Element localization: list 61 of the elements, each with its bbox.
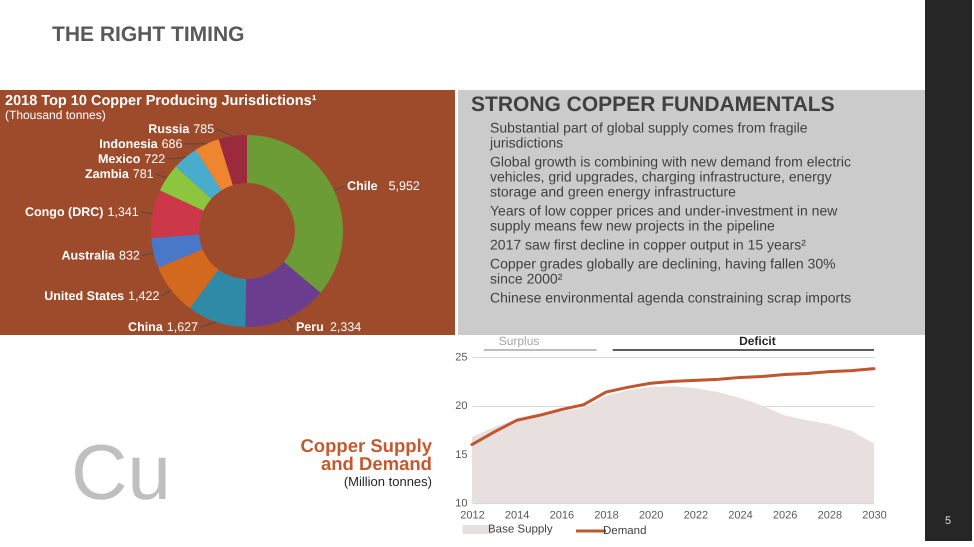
donut-slice xyxy=(158,249,218,308)
x-tick-label: 2012 xyxy=(460,510,485,522)
x-tick-label: 2020 xyxy=(638,510,664,522)
text: Deficit xyxy=(739,334,776,348)
x-tick-label: 2022 xyxy=(684,510,708,522)
data-label: 785 xyxy=(193,122,214,136)
y-tick-label: 25 xyxy=(455,352,468,364)
slice-label: Indonesia xyxy=(99,137,159,151)
x-tick-label: 2026 xyxy=(772,510,798,522)
slice-label: Congo (DRC) xyxy=(25,204,104,219)
y-tick-label: 20 xyxy=(455,400,468,412)
donut-slice xyxy=(176,150,222,199)
text: THE RIGHT TIMING xyxy=(52,23,244,46)
y-tick-label: 10 xyxy=(455,498,468,510)
text: Surplus xyxy=(498,334,540,348)
slice-label: China xyxy=(128,320,164,334)
text: Substantial part of global supply comes from fragile jurisdictions xyxy=(489,120,808,150)
donut-slice xyxy=(196,139,233,190)
data-label: 2,334 xyxy=(330,320,362,334)
donut-slice xyxy=(218,135,247,186)
x-tick-label: 2014 xyxy=(504,510,530,522)
y-tick-label: 15 xyxy=(455,448,468,461)
donut-slice xyxy=(247,135,343,293)
slice-label: Peru xyxy=(296,320,324,334)
data-label: 722 xyxy=(144,152,166,166)
chart-title: 2018 Top 10 Copper Producing Jurisdictions¹ xyxy=(5,93,317,109)
data-label: 1,341 xyxy=(107,204,139,219)
data-label: 1,627 xyxy=(166,320,198,334)
legend-label: Base Supply xyxy=(488,524,553,536)
x-tick-label: 2028 xyxy=(818,510,842,522)
x-tick-label: 2030 xyxy=(862,510,887,522)
text: 2017 saw first decline in copper output in 15 years² xyxy=(490,236,806,252)
data-label: 781 xyxy=(132,167,154,181)
text: STRONG COPPER FUNDAMENTALS xyxy=(471,93,835,116)
x-tick-label: 2024 xyxy=(728,510,753,522)
text: Copper Supply and Demand xyxy=(300,435,433,474)
donut-slice xyxy=(151,190,204,238)
chart-subtitle: (Thousand tonnes) xyxy=(5,108,106,122)
slice-label: Australia xyxy=(62,248,116,262)
slice-label: Zambia xyxy=(85,167,130,181)
data-label: 686 xyxy=(162,137,182,151)
text: 5 xyxy=(944,515,952,527)
slice-label: United States xyxy=(44,289,124,304)
data-label: 1,422 xyxy=(128,289,160,304)
text: Copper grades globally are declining, having fallen 30% since 2000² xyxy=(490,256,836,286)
text: Global growth is combining with new demand from electric vehicles, grid upgrades, charging infrastructure, energy storage and green energy infrastructure xyxy=(490,154,852,200)
donut-slice xyxy=(151,234,203,268)
data-label: 5,952 xyxy=(388,179,420,194)
slice-label: Chile xyxy=(347,179,378,194)
text: Years of low copper prices and under-investment in new supply means few new projects in the pipeline xyxy=(490,202,838,234)
x-tick-label: 2018 xyxy=(594,510,619,522)
text: (Million tonnes) xyxy=(344,474,432,489)
x-tick-label: 2016 xyxy=(550,510,574,522)
data-label: 832 xyxy=(119,248,140,262)
text: Cu xyxy=(71,428,171,516)
slice-label: Russia xyxy=(148,122,190,136)
slice-label: Mexico xyxy=(98,152,141,166)
text: Chinese environmental agenda constraining scrap imports xyxy=(490,290,852,306)
line-series xyxy=(470,367,876,446)
legend-label: Demand xyxy=(603,525,646,537)
donut-slice xyxy=(160,166,212,211)
